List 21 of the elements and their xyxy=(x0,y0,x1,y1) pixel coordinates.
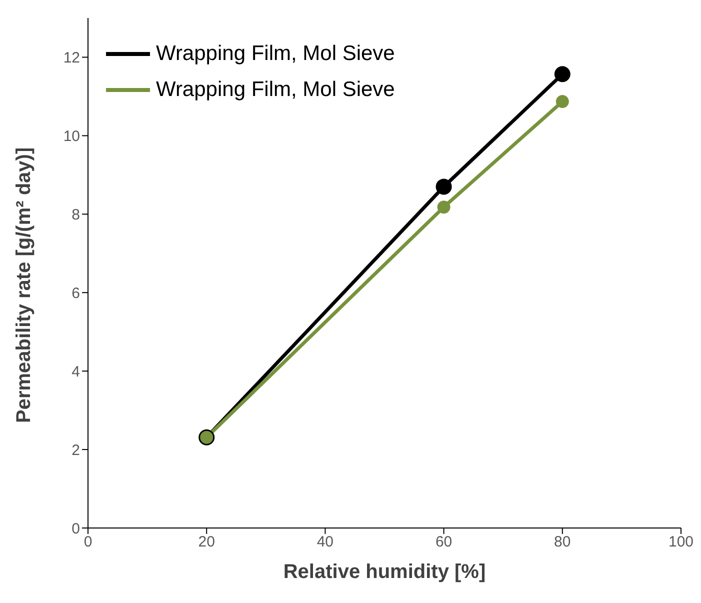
y-tick-label: 12 xyxy=(63,50,80,67)
legend-label: Wrapping Film, Mol Sieve xyxy=(156,41,395,67)
y-tick-label: 2 xyxy=(72,442,80,459)
y-tick-label: 6 xyxy=(72,284,80,302)
y-tick-label: 0 xyxy=(72,520,80,538)
y-tick-label: 10 xyxy=(63,128,80,146)
x-tick-label: 20 xyxy=(198,534,215,551)
x-tick-label: 60 xyxy=(435,534,452,551)
y-tick-label: 8 xyxy=(72,206,80,224)
x-tick-label: 100 xyxy=(668,534,694,551)
point xyxy=(436,178,452,195)
x-tick-label: 0 xyxy=(84,534,92,551)
x-tick-label: 40 xyxy=(316,534,334,551)
legend-label: Wrapping Film, Mol Sieve xyxy=(156,77,395,103)
x-tick-label: 80 xyxy=(554,534,571,551)
point xyxy=(437,200,450,214)
x-axis-title: Relative humidity [%] xyxy=(283,561,486,583)
point xyxy=(554,66,570,82)
point xyxy=(556,95,569,108)
y-tick-label: 4 xyxy=(72,363,80,380)
y-axis-title: Permeability rate [g/(m² day)] xyxy=(13,147,36,423)
